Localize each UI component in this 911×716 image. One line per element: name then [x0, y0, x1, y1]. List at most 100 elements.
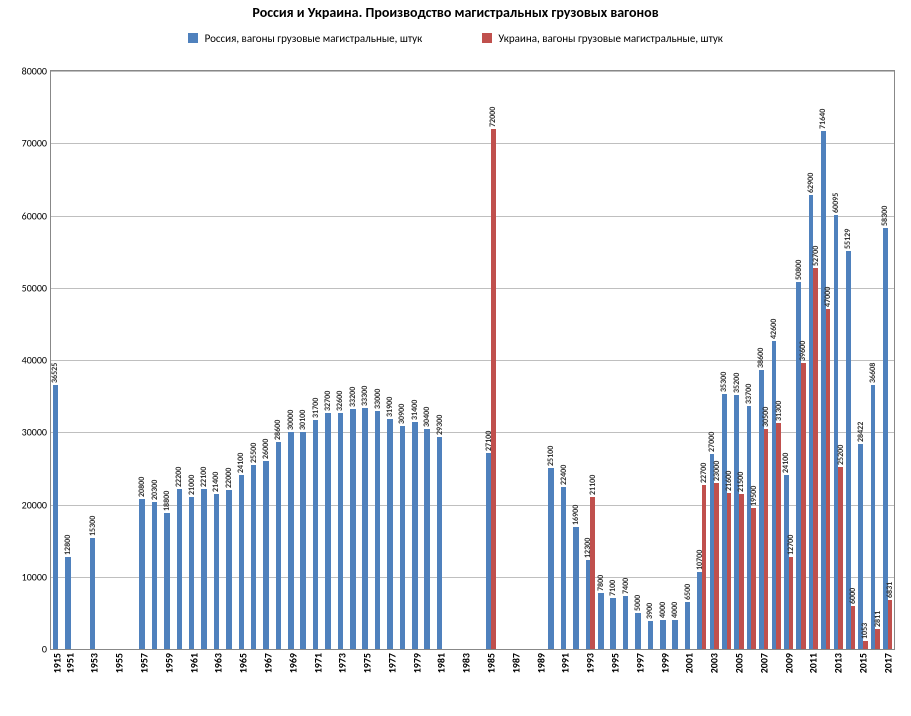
bar-ukraine: 21600	[727, 493, 732, 649]
x-tick-label: 1983	[460, 653, 473, 673]
x-tick-label: 2003	[708, 653, 721, 673]
bar-group: 4000	[671, 71, 683, 649]
y-tick-label: 40000	[22, 354, 47, 367]
bar-value-label: 31700	[311, 398, 321, 418]
bar-group	[125, 71, 137, 649]
bar-value-label: 28422	[856, 421, 866, 441]
x-tick-label: 1979	[410, 653, 423, 673]
bar-group: 24100127002009	[782, 71, 794, 649]
bar-ukraine: 72000	[491, 129, 496, 649]
bar-group: 224001991	[559, 71, 571, 649]
bar-value-label: 4000	[658, 602, 668, 618]
x-tick-label: 2009	[782, 653, 795, 673]
bar-group: 60095252002013	[832, 71, 844, 649]
bar-value-label: 30100	[298, 409, 308, 429]
bar-russia: 30000	[288, 432, 294, 649]
bar-group: 210001961	[187, 71, 199, 649]
bar-group: 22100	[200, 71, 212, 649]
y-tick-label: 20000	[22, 498, 47, 511]
bar-value-label: 36608	[868, 362, 878, 382]
bar-group: 1070022700	[696, 71, 708, 649]
bar-group: 317001971	[311, 71, 323, 649]
bar-value-label: 22000	[224, 468, 234, 488]
bar-russia: 15300	[90, 538, 96, 649]
bar-group: 38600305002007	[758, 71, 770, 649]
bar-russia: 20800	[139, 499, 145, 649]
x-tick-label: 2011	[807, 653, 820, 673]
x-tick-label: 1997	[633, 653, 646, 673]
x-tick-label: 1977	[385, 653, 398, 673]
bar-value-label: 5000	[633, 595, 643, 611]
bar-value-label: 33000	[373, 388, 383, 408]
bar-group: 50001997	[634, 71, 646, 649]
bar-group: 319001977	[386, 71, 398, 649]
bar-group: 4260031300	[770, 71, 782, 649]
bar-value-label: 21400	[211, 472, 221, 492]
bar-russia: 36525	[53, 385, 59, 649]
bar-value-label: 25100	[546, 445, 556, 465]
bar-value-label: 16900	[571, 505, 581, 525]
bar-group: 314001979	[411, 71, 423, 649]
x-tick-label: 2017	[881, 653, 894, 673]
bar-value-label: 20800	[137, 476, 147, 496]
bar-group: 33000	[373, 71, 385, 649]
bar-value-label: 33200	[348, 387, 358, 407]
bar-group: 153001953	[88, 71, 100, 649]
bar-russia: 7100	[610, 598, 616, 649]
bar-value-label: 15300	[88, 516, 98, 536]
bar-ukraine: 12700	[789, 557, 794, 649]
bar-russia: 29300	[437, 437, 443, 649]
bar-group: 12300211001993	[584, 71, 596, 649]
x-tick-label: 1959	[162, 653, 175, 673]
bar-value-label: 30000	[286, 410, 296, 430]
bar-group: 260001967	[262, 71, 274, 649]
x-tick-label: 2005	[733, 653, 746, 673]
bar-group: 3530021600	[720, 71, 732, 649]
x-tick-label: 1963	[212, 653, 225, 673]
x-tick-label: 1951	[63, 653, 76, 673]
chart-container: Россия и Украина. Производство магистрал…	[0, 0, 911, 716]
bar-group: 22200	[175, 71, 187, 649]
bar-ukraine: 6000	[851, 606, 856, 649]
bar-value-label: 18800	[162, 491, 172, 511]
bar-russia: 30900	[400, 426, 406, 649]
bar-group	[497, 71, 509, 649]
bar-group: 7800	[596, 71, 608, 649]
x-tick-label: 1975	[361, 653, 374, 673]
bar-value-label: 25500	[249, 442, 259, 462]
bar-group: 20300	[150, 71, 162, 649]
bar-russia: 25100	[548, 468, 554, 649]
bar-russia: 4000	[660, 620, 666, 649]
bar-value-label: 36525	[50, 363, 60, 383]
bar-group	[473, 71, 485, 649]
bar-value-label: 32600	[335, 391, 345, 411]
y-tick-label: 0	[42, 643, 47, 656]
bar-group	[101, 71, 113, 649]
x-tick-label: 1953	[88, 653, 101, 673]
bar-group: 30100	[299, 71, 311, 649]
bar-russia: 28422	[858, 444, 863, 649]
bar-group: 1989	[534, 71, 546, 649]
bar-group: 62900527002011	[807, 71, 819, 649]
bar-value-label: 22200	[174, 466, 184, 486]
bar-russia: 22400	[561, 487, 567, 649]
bar-value-label: 6500	[683, 584, 693, 600]
bar-value-label: 28600	[273, 420, 283, 440]
bar-group: 2842210532015	[857, 71, 869, 649]
x-tick-label: 1969	[286, 653, 299, 673]
bar-russia: 20300	[152, 502, 158, 649]
plot-area: 3652519151280019511530019531955208001957…	[50, 70, 895, 650]
bar-group: 128001951	[63, 71, 75, 649]
bar-group: 27000230002003	[708, 71, 720, 649]
bar-group: 16900	[572, 71, 584, 649]
bar-russia: 12800	[65, 557, 71, 649]
bar-group: 28600	[274, 71, 286, 649]
bar-russia: 30100	[300, 432, 306, 649]
bar-russia: 26000	[263, 461, 269, 649]
legend-swatch-russia	[188, 33, 198, 43]
bar-ukraine: 6831	[888, 600, 893, 649]
bar-group: 188001959	[163, 71, 175, 649]
bar-russia: 32600	[338, 413, 344, 649]
bar-value-label: 21000	[187, 475, 197, 495]
bar-russia: 18800	[164, 513, 170, 649]
